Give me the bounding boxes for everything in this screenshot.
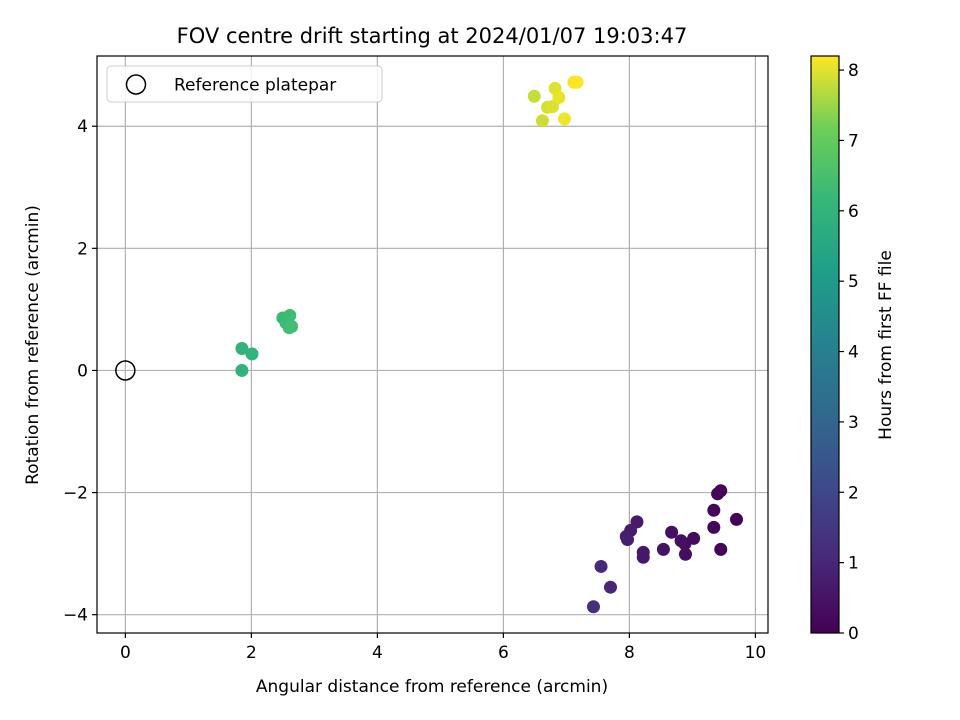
- data-point: [636, 550, 650, 564]
- colorbar-gradient: [810, 55, 840, 634]
- legend-marker: [125, 74, 147, 95]
- data-point: [665, 525, 679, 539]
- data-point: [714, 542, 728, 556]
- legend-label: Reference platepar: [174, 76, 336, 96]
- plot-frame: [96, 55, 769, 634]
- data-point: [546, 100, 560, 114]
- data-point: [283, 308, 297, 322]
- data-point: [674, 534, 688, 548]
- chart-title: FOV centre drift starting at 2024/01/07 …: [177, 24, 688, 48]
- colorbar-ticks: 0 1 2 3 4 5 6 7 8: [839, 61, 859, 644]
- data-point: [707, 503, 721, 517]
- x-tick-label: 8: [624, 643, 635, 663]
- y-tick-label: 4: [77, 117, 88, 137]
- x-tick-label: 2: [246, 643, 257, 663]
- x-axis-ticks: 0 2 4 6 8 10: [120, 633, 766, 663]
- colorbar-tick-label: 6: [848, 202, 859, 222]
- data-points: [235, 75, 743, 614]
- colorbar-tick-label: 7: [848, 131, 859, 151]
- colorbar-tick-label: 8: [848, 61, 859, 81]
- data-point: [678, 547, 692, 561]
- colorbar-tick-label: 5: [848, 272, 859, 292]
- data-point: [711, 487, 725, 501]
- data-point: [707, 520, 721, 534]
- legend: Reference platepar: [106, 65, 383, 103]
- data-point: [552, 91, 566, 105]
- colorbar: 0 1 2 3 4 5 6 7 8 Hours from first FF file: [810, 55, 896, 644]
- x-tick-label: 6: [498, 643, 509, 663]
- x-tick-label: 10: [745, 643, 767, 663]
- data-point: [603, 580, 617, 594]
- data-point: [527, 89, 541, 103]
- x-tick-label: 0: [120, 643, 131, 663]
- data-point: [570, 75, 584, 89]
- y-tick-label: 0: [77, 361, 88, 381]
- data-point: [620, 533, 634, 547]
- reference-platepar-marker: [115, 360, 136, 381]
- data-point: [586, 600, 600, 614]
- y-tick-label: −2: [63, 484, 88, 504]
- colorbar-tick-label: 1: [848, 554, 859, 574]
- y-axis-label: Rotation from reference (arcmin): [23, 205, 43, 485]
- data-point: [235, 341, 249, 355]
- grid: [97, 56, 768, 633]
- colorbar-tick-label: 4: [848, 343, 859, 363]
- y-tick-label: −4: [63, 606, 88, 626]
- legend-box: [106, 65, 383, 103]
- x-tick-label: 4: [372, 643, 383, 663]
- colorbar-tick-label: 2: [848, 483, 859, 503]
- y-tick-label: 2: [77, 239, 88, 259]
- y-axis-ticks: −4 −2 0 2 4: [63, 117, 97, 626]
- data-point: [245, 347, 259, 361]
- data-point: [285, 319, 299, 333]
- data-point: [656, 542, 670, 556]
- data-point: [535, 114, 549, 128]
- data-point: [235, 363, 249, 377]
- data-point: [557, 112, 571, 126]
- colorbar-tick-label: 0: [848, 624, 859, 644]
- data-point: [594, 559, 608, 573]
- colorbar-tick-label: 3: [848, 413, 859, 433]
- data-point: [729, 512, 743, 526]
- colorbar-label: Hours from first FF file: [876, 250, 896, 440]
- x-axis-label: Angular distance from reference (arcmin): [256, 677, 608, 697]
